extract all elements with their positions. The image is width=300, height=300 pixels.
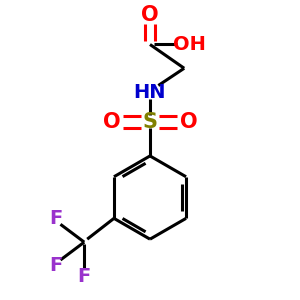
Text: F: F — [50, 256, 63, 275]
Text: F: F — [50, 209, 63, 228]
Text: OH: OH — [173, 35, 206, 54]
Text: S: S — [142, 112, 158, 132]
Text: O: O — [103, 112, 120, 132]
Text: HN: HN — [134, 82, 166, 101]
Text: F: F — [78, 267, 91, 286]
Text: O: O — [141, 5, 159, 25]
Text: O: O — [180, 112, 197, 132]
